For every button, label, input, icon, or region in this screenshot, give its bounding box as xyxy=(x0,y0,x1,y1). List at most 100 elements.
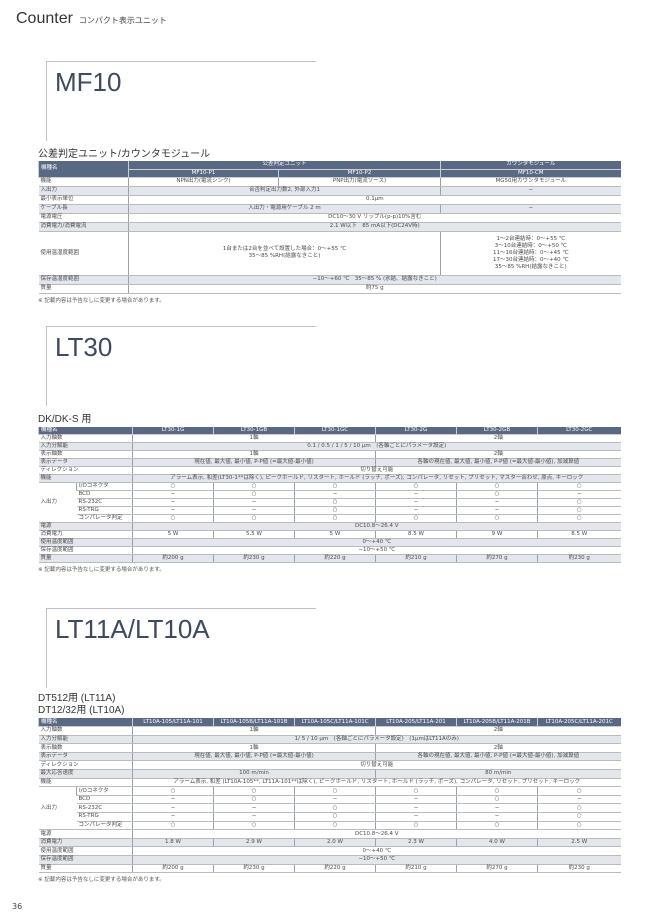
table-cell: DC10.8～26.4 V xyxy=(132,829,621,839)
table-cell: DC10.8～26.4 V xyxy=(132,522,621,532)
table-cell: ○ xyxy=(132,786,214,796)
spec-table-lt30: 機種名 LT30-1G LT30-1GB LT30-1GC LT30-2G LT30-2G… xyxy=(37,427,621,564)
row-label: 表示軸数 xyxy=(38,743,133,753)
header-title: Counter xyxy=(16,10,73,27)
table-row: RS-TRG − − ○ − − ○ xyxy=(39,812,621,822)
row-label: 質量 xyxy=(38,284,129,294)
column-header: カウンタモジュール xyxy=(440,161,621,170)
table-cell: ○ xyxy=(375,786,457,796)
table-cell: 2.0 W xyxy=(294,838,376,848)
table-cell: 現在値, 最大値, 最小値, P-P値 (=最大値-最小値) xyxy=(132,458,376,468)
table-cell: −10～+50 ℃ xyxy=(132,855,621,865)
table-cell: 5 W xyxy=(294,530,376,540)
table-cell: 2軸 xyxy=(375,726,621,736)
table-cell: 1台または2台を並べて設置した場合：0～+55 ℃ 35～85 %RH(結露なき… xyxy=(127,231,441,276)
table-row: 機能 アラーム表示, 和差 (LT10A-105**, LT11A-101**は除… xyxy=(38,778,621,788)
table-cell: 2軸 xyxy=(375,743,621,753)
table-cell: − xyxy=(213,498,295,508)
table-cell: ○ xyxy=(294,482,376,492)
row-label: 使用温度範囲 xyxy=(38,538,133,548)
page-number: 36 xyxy=(12,902,23,911)
table-row: RS-232C − − ○ − − ○ xyxy=(39,498,621,508)
table-cell: アラーム表示, 和差 (LT10A-105**, LT11A-101**は除く)… xyxy=(132,778,621,788)
section-body-lt11a: 機種名 LT10A-105/LT11A-101 LT10A-105B/LT11A-1… xyxy=(37,718,621,884)
table-cell: ○ xyxy=(213,490,295,500)
table-row: コンパレータ判定 ○ ○ ○ ○ ○ ○ xyxy=(39,514,621,524)
table-cell: 0～+40 ℃ xyxy=(132,846,621,856)
table-cell: ○ xyxy=(456,482,538,492)
table-row: 消費電力/消費電流 2.1 W以下 85 mA以下(DC24V時) xyxy=(38,222,621,232)
table-row: 機能 NPN出力(電流シンク) PNP出力(電流ソース) MG50用カウンタモジュール xyxy=(38,177,621,187)
table-cell: − xyxy=(132,490,214,500)
table-cell: 2.1 W以下 85 mA以下(DC24V時) xyxy=(127,222,621,232)
table-row: 電源 DC10.8～26.4 V xyxy=(38,829,621,839)
table-cell: 1軸 xyxy=(132,743,376,753)
table-cell: 約230 g xyxy=(213,554,295,564)
row-label: 電源電圧 xyxy=(38,213,129,223)
row-label: 消費電力 xyxy=(38,838,133,848)
table-cell: 1軸 xyxy=(132,434,376,444)
table-cell: 2軸 xyxy=(375,450,621,460)
table-cell: ○ xyxy=(213,795,295,805)
table-cell: 0～+40 ℃ xyxy=(132,538,621,548)
table-row: 表示データ 現在値, 最大値, 最小値, P-P値 (=最大値-最小値) 各軸の現在… xyxy=(38,752,621,762)
column-header: MF10-CM xyxy=(440,169,621,178)
table-cell: ○ xyxy=(537,506,621,516)
table-cell: − xyxy=(456,812,538,822)
table-cell: − xyxy=(132,795,214,805)
column-header: LT10A-205C/LT11A-201C xyxy=(537,718,621,728)
row-label: 最小表示単位 xyxy=(38,195,129,205)
row-label: 電源 xyxy=(38,522,133,532)
table-cell: ○ xyxy=(375,514,457,524)
table-cell: − xyxy=(456,506,538,516)
table-header-row: 機種名 公差判定ユニット カウンタモジュール xyxy=(38,161,621,178)
table-cell: 2.3 W xyxy=(375,838,457,848)
section-body-lt30: 機種名 LT30-1G LT30-1GB LT30-1GC LT30-2G LT30-2G… xyxy=(37,427,621,574)
table-row: RS-232C − − ○ − − ○ xyxy=(39,803,621,814)
row-label: 入力軸数 xyxy=(38,726,133,736)
table-cell: 約270 g xyxy=(456,864,538,874)
column-header: LT10A-105B/LT11A-101B xyxy=(213,718,295,728)
table-row: 入力軸数 1軸 2軸 xyxy=(38,434,621,444)
row-label: 保存温湿度範囲 xyxy=(38,275,129,285)
row-label: RS-TRG xyxy=(76,812,133,822)
column-header: LT30-2G xyxy=(375,427,457,436)
row-label: 保存温度範囲 xyxy=(38,546,133,556)
column-header: 機種名 xyxy=(37,718,133,728)
table-cell: 0.1 / 0.5 / 1 / 5 / 10 μm (各軸ごとにパラメータ設定) xyxy=(132,442,621,452)
table-cell: − xyxy=(375,812,457,822)
table-cell: − xyxy=(375,803,457,814)
table-cell: − xyxy=(456,498,538,508)
row-label: 質量 xyxy=(38,554,133,564)
row-label: I/Oコネクタ xyxy=(75,786,133,796)
table-row: ディレクション 切り替え可能 xyxy=(38,760,621,771)
table-row: 入出力 I/Oコネクタ ○ ○ ○ ○ ○ ○ xyxy=(38,786,621,831)
table-cell: ○ xyxy=(213,786,295,796)
table-cell: 約230 g xyxy=(213,864,295,874)
table-cell: 1軸 xyxy=(132,726,376,736)
table-row: RS-TRG − − ○ − − ○ xyxy=(39,506,621,516)
table-cell: ○ xyxy=(537,498,621,508)
table-row: 機能 アラーム表示, 和差(LT30-1**は除く), ピークホールド, リスター… xyxy=(38,474,621,484)
table-cell: 現在値, 最大値, 最小値, P-P値 (=最大値-最小値) xyxy=(132,752,376,762)
row-label: 電源 xyxy=(38,829,133,839)
table-cell: NPN出力(電流シンク) xyxy=(128,177,279,187)
table-cell: − xyxy=(294,490,376,500)
table-cell: ○ xyxy=(456,514,538,524)
row-label: 使用温度範囲 xyxy=(38,846,133,856)
table-row: 入出力 I/Oコネクタ ○ ○ ○ ○ ○ ○ xyxy=(38,482,621,524)
column-header: MF10-P1 xyxy=(128,169,279,178)
table-cell: MG50用カウンタモジュール xyxy=(440,177,621,187)
row-label: コンパレータ判定 xyxy=(76,821,133,831)
column-header: 機種名 xyxy=(37,427,133,436)
row-label: ディレクション xyxy=(38,466,133,476)
column-header: MF10-P2 xyxy=(277,169,441,178)
row-label: 入力分解能 xyxy=(38,442,133,452)
section-title: LT30 xyxy=(55,332,113,362)
table-cell: 100 m/min xyxy=(132,769,376,779)
table-cell: 約200 g xyxy=(132,554,214,564)
row-label: 消費電力/消費電流 xyxy=(38,222,129,232)
table-cell: − xyxy=(375,498,457,508)
table-row: 最大応答速度 100 m/min 80 m/min xyxy=(38,769,621,779)
